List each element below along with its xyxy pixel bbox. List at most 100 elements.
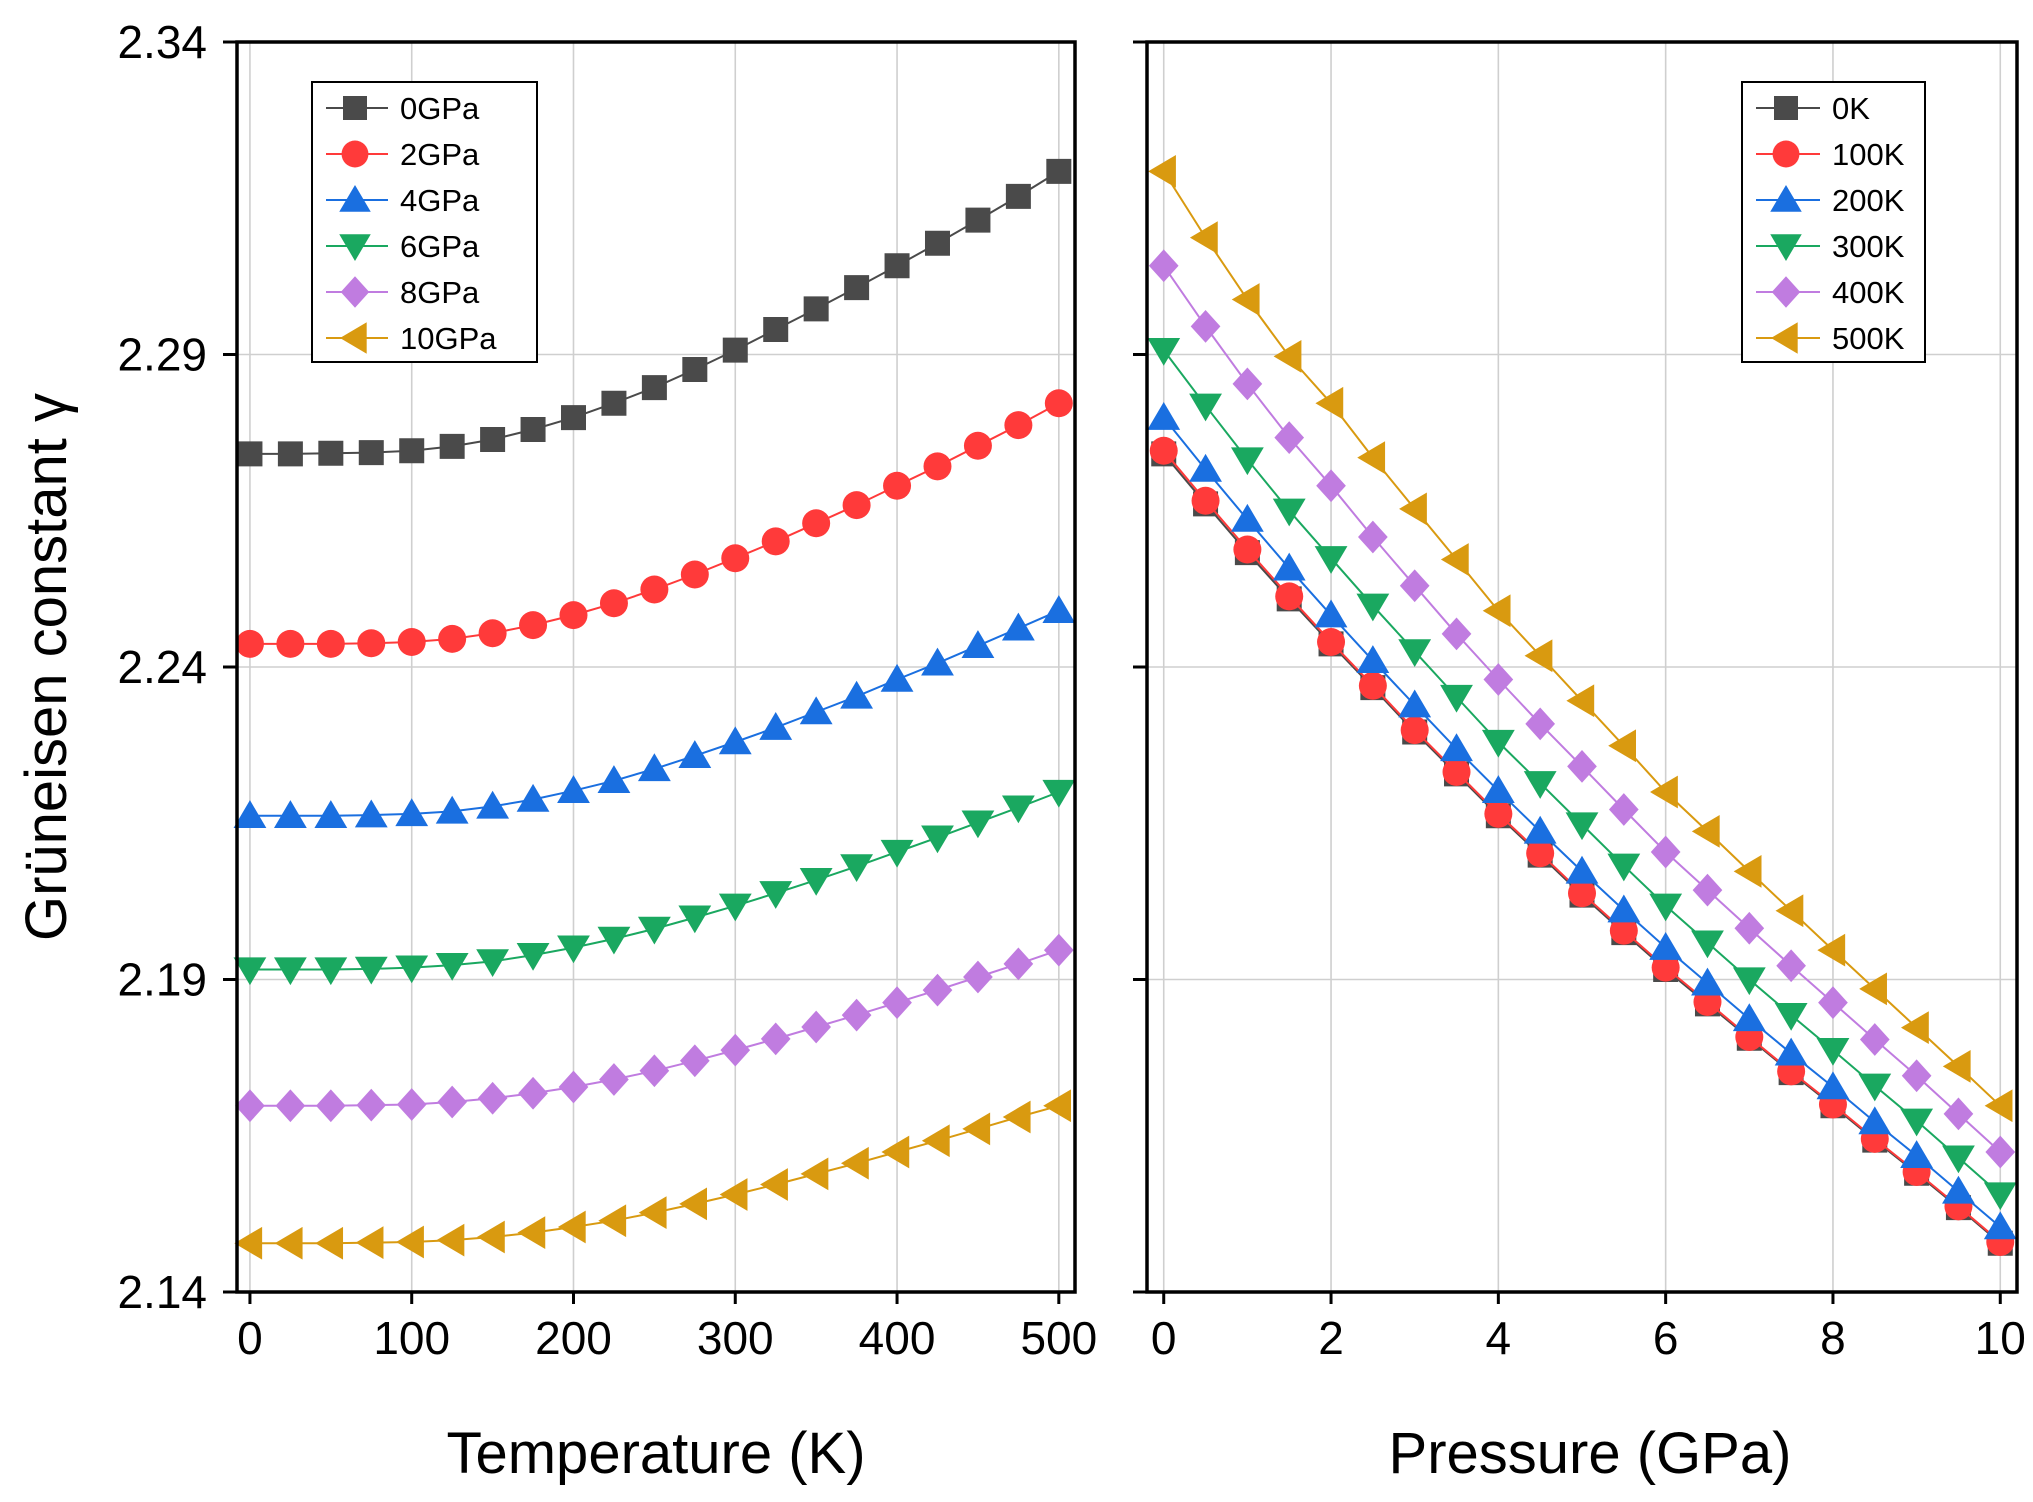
data-point (1481, 729, 1515, 758)
legend-item: 6GPa (326, 229, 480, 264)
data-point (1526, 839, 1555, 868)
x-tick-label: 10 (1975, 1312, 2026, 1364)
data-point (763, 317, 789, 342)
data-point (1523, 771, 1557, 799)
data-point (1400, 716, 1429, 745)
data-point (1900, 1011, 1929, 1045)
data-point (476, 1220, 505, 1254)
legend-box (311, 81, 538, 363)
data-point (1315, 386, 1344, 420)
data-point (680, 560, 709, 589)
series-400K (1148, 249, 2016, 1169)
data-point (924, 230, 950, 256)
data-point (1148, 249, 1179, 283)
legend-label: 6GPa (400, 229, 480, 264)
data-point (316, 629, 345, 658)
series-line (249, 1104, 1060, 1245)
data-point (436, 1223, 465, 1257)
series-500K (1148, 154, 2013, 1123)
data-point (396, 1088, 427, 1121)
x-tick-label: 400 (859, 1312, 936, 1364)
data-point (1357, 441, 1386, 475)
data-point (1482, 594, 1511, 628)
data-point (601, 390, 627, 416)
data-point (399, 438, 425, 464)
x-tick-label: 200 (535, 1312, 612, 1364)
data-point (1358, 520, 1388, 554)
data-point (517, 1216, 546, 1250)
data-point (759, 881, 793, 909)
data-point (476, 790, 510, 819)
data-point (1525, 707, 1556, 741)
data-point (1147, 402, 1181, 430)
data-point (1005, 183, 1031, 209)
data-point (1691, 814, 1720, 848)
data-point (761, 527, 790, 556)
data-point (1043, 933, 1074, 967)
series-right (1147, 154, 2017, 1256)
legend-item: 8GPa (326, 275, 480, 310)
data-point (722, 337, 748, 363)
data-point (1272, 552, 1306, 581)
data-point (476, 949, 510, 977)
data-point (1691, 930, 1724, 959)
x-tick-label: 100 (373, 1312, 450, 1364)
data-point (1859, 972, 1887, 1006)
data-point (840, 1146, 869, 1180)
data-point (840, 680, 874, 709)
data-point (923, 452, 952, 481)
data-point (1566, 684, 1595, 718)
data-point (1523, 815, 1557, 844)
legend-marker (1771, 276, 1801, 308)
data-point (1190, 309, 1221, 343)
data-point (640, 575, 669, 604)
data-point (1524, 639, 1553, 673)
data-point (558, 1070, 589, 1104)
data-point (358, 440, 384, 466)
y-tick-label: 2.24 (117, 641, 207, 693)
data-point (314, 800, 348, 828)
data-point (1232, 367, 1263, 401)
data-point (597, 926, 631, 955)
data-point (1356, 593, 1390, 622)
data-point (1001, 612, 1035, 641)
x-tick-label: 0 (237, 1312, 263, 1364)
data-point (1651, 953, 1680, 982)
legend-label: 300K (1832, 229, 1905, 264)
data-point (1649, 893, 1683, 922)
data-point (801, 1010, 832, 1044)
legend-item: 500K (1756, 321, 1905, 356)
data-point (720, 1033, 751, 1067)
data-point (678, 740, 712, 768)
data-point (1440, 543, 1469, 576)
data-point (597, 765, 631, 793)
data-point (237, 441, 263, 467)
data-point (435, 952, 469, 981)
data-point (1901, 1059, 1932, 1093)
data-point (1274, 421, 1305, 455)
legend-label: 0K (1832, 91, 1870, 126)
data-point (1275, 582, 1304, 611)
legend-label: 200K (1832, 183, 1905, 218)
data-point (1775, 894, 1804, 928)
data-point (1356, 645, 1390, 673)
series-10GPa (234, 1089, 1072, 1260)
data-point (1900, 1140, 1934, 1168)
data-point (884, 253, 910, 279)
legend-marker (1774, 96, 1798, 120)
data-point (1774, 1002, 1808, 1031)
data-point (799, 696, 833, 725)
data-point (273, 800, 307, 828)
data-point (841, 998, 872, 1032)
legend-item: 200K (1756, 183, 1905, 218)
data-point (1858, 1073, 1892, 1102)
data-point (1189, 453, 1222, 482)
x-tick-label: 4 (1486, 1312, 1512, 1364)
data-point (560, 405, 586, 431)
data-point (883, 471, 912, 500)
data-point (1044, 389, 1073, 418)
data-point (1900, 1108, 1934, 1137)
data-point (274, 1226, 303, 1260)
data-point (480, 427, 506, 452)
data-point (803, 296, 829, 322)
